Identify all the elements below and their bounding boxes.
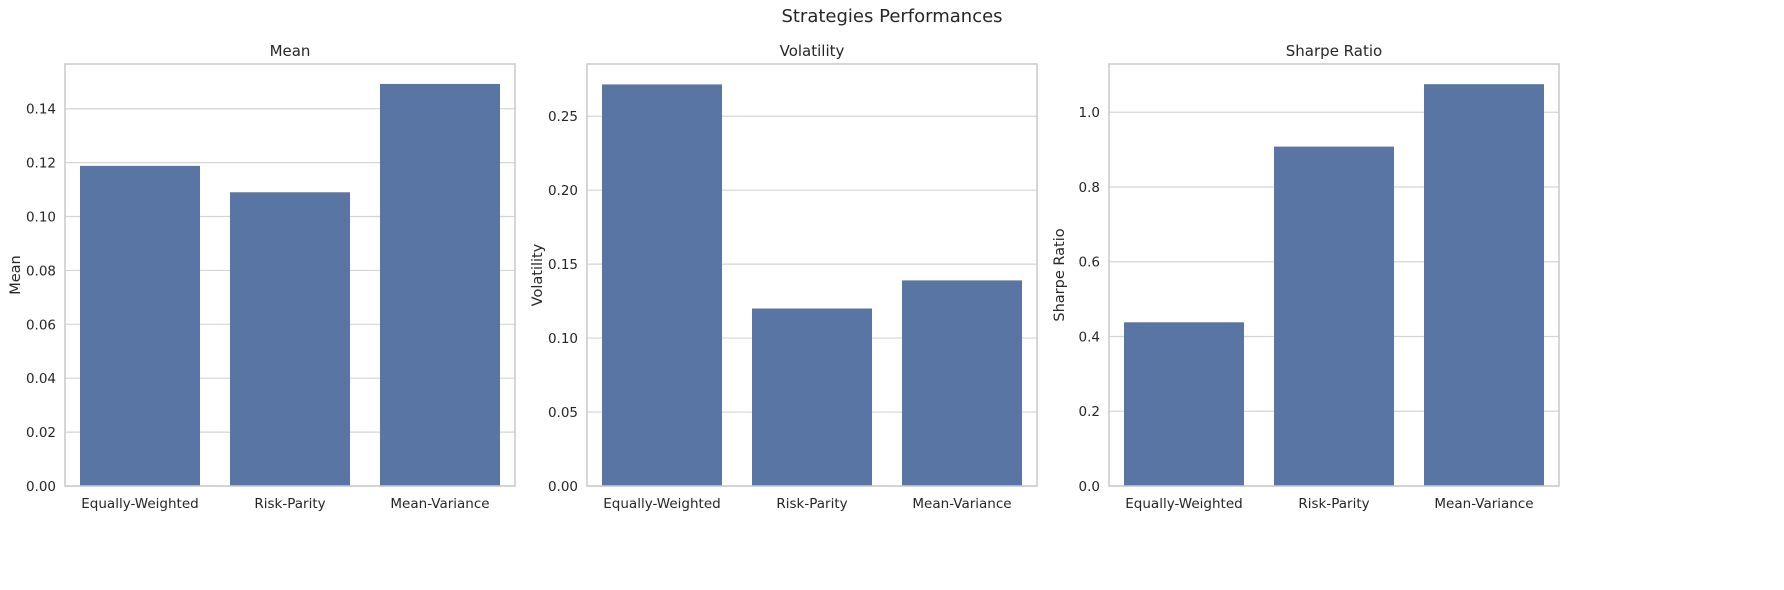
panel-3-xtick-label: Equally-Weighted	[1125, 496, 1242, 512]
panel-1-ytick-label: 0.12	[26, 156, 56, 172]
panel-3-ylabel: Sharpe Ratio	[1052, 228, 1068, 321]
panel-3-ytick-label: 0.6	[1079, 255, 1100, 271]
panel-3-bar	[1274, 146, 1394, 487]
panel-2-ytick-label: 0.05	[548, 405, 578, 421]
panel-3-xtick-label: Risk-Parity	[1298, 496, 1369, 512]
panel-1-xtick-label: Mean-Variance	[390, 496, 489, 512]
panel-2-bar	[602, 84, 722, 486]
panel-1-bar	[380, 83, 500, 486]
panel-1-bar	[230, 192, 350, 486]
panel-1-ytick-label: 0.06	[26, 317, 56, 333]
panel-2-xtick-label: Mean-Variance	[912, 496, 1011, 512]
panel-3-bar	[1424, 84, 1544, 486]
panel-1-ytick-label: 0.08	[26, 263, 56, 279]
panel-3-ytick-label: 0.0	[1079, 479, 1100, 495]
panel-1-ytick-label: 0.02	[26, 425, 56, 441]
panel-1-ytick-label: 0.04	[26, 371, 56, 387]
panel-1-frame	[64, 63, 516, 487]
panel-2-bar	[902, 280, 1022, 486]
panel-2-ylabel: Volatility	[530, 243, 546, 306]
panel-2-ytick-label: 0.15	[548, 257, 578, 273]
panel-1-title: Mean	[270, 42, 311, 60]
panel-2-frame	[586, 63, 1038, 487]
panel-3-bar	[1124, 322, 1244, 486]
panel-2-ytick-label: 0.10	[548, 331, 578, 347]
panel-2-xtick-label: Equally-Weighted	[603, 496, 720, 512]
panel-1-bar	[80, 165, 200, 487]
panel-1-ytick-label: 0.00	[26, 479, 56, 495]
panel-3-ytick-label: 0.8	[1079, 180, 1100, 196]
panel-1-ytick-label: 0.10	[26, 210, 56, 226]
panel-2-xtick-label: Risk-Parity	[776, 496, 847, 512]
panel-3-frame	[1108, 63, 1560, 487]
panel-3-ytick-label: 0.4	[1079, 329, 1100, 345]
panel-3-ytick-label: 1.0	[1079, 105, 1100, 121]
panel-2-ytick-label: 0.20	[548, 183, 578, 199]
panel-2-ytick-label: 0.25	[548, 109, 578, 125]
panel-1-ylabel: Mean	[8, 255, 24, 295]
panel-1-xtick-label: Risk-Parity	[254, 496, 325, 512]
panel-3-title: Sharpe Ratio	[1286, 42, 1382, 60]
panel-1-xtick-label: Equally-Weighted	[81, 496, 198, 512]
panel-2-title: Volatility	[780, 42, 845, 60]
panel-3-ytick-label: 0.2	[1079, 404, 1100, 420]
panel-2-bar	[752, 308, 872, 486]
figure-title: Strategies Performances	[781, 6, 1003, 27]
panel-3-xtick-label: Mean-Variance	[1434, 496, 1533, 512]
panel-1-ytick-label: 0.14	[26, 102, 56, 118]
panel-2-ytick-label: 0.00	[548, 479, 578, 495]
